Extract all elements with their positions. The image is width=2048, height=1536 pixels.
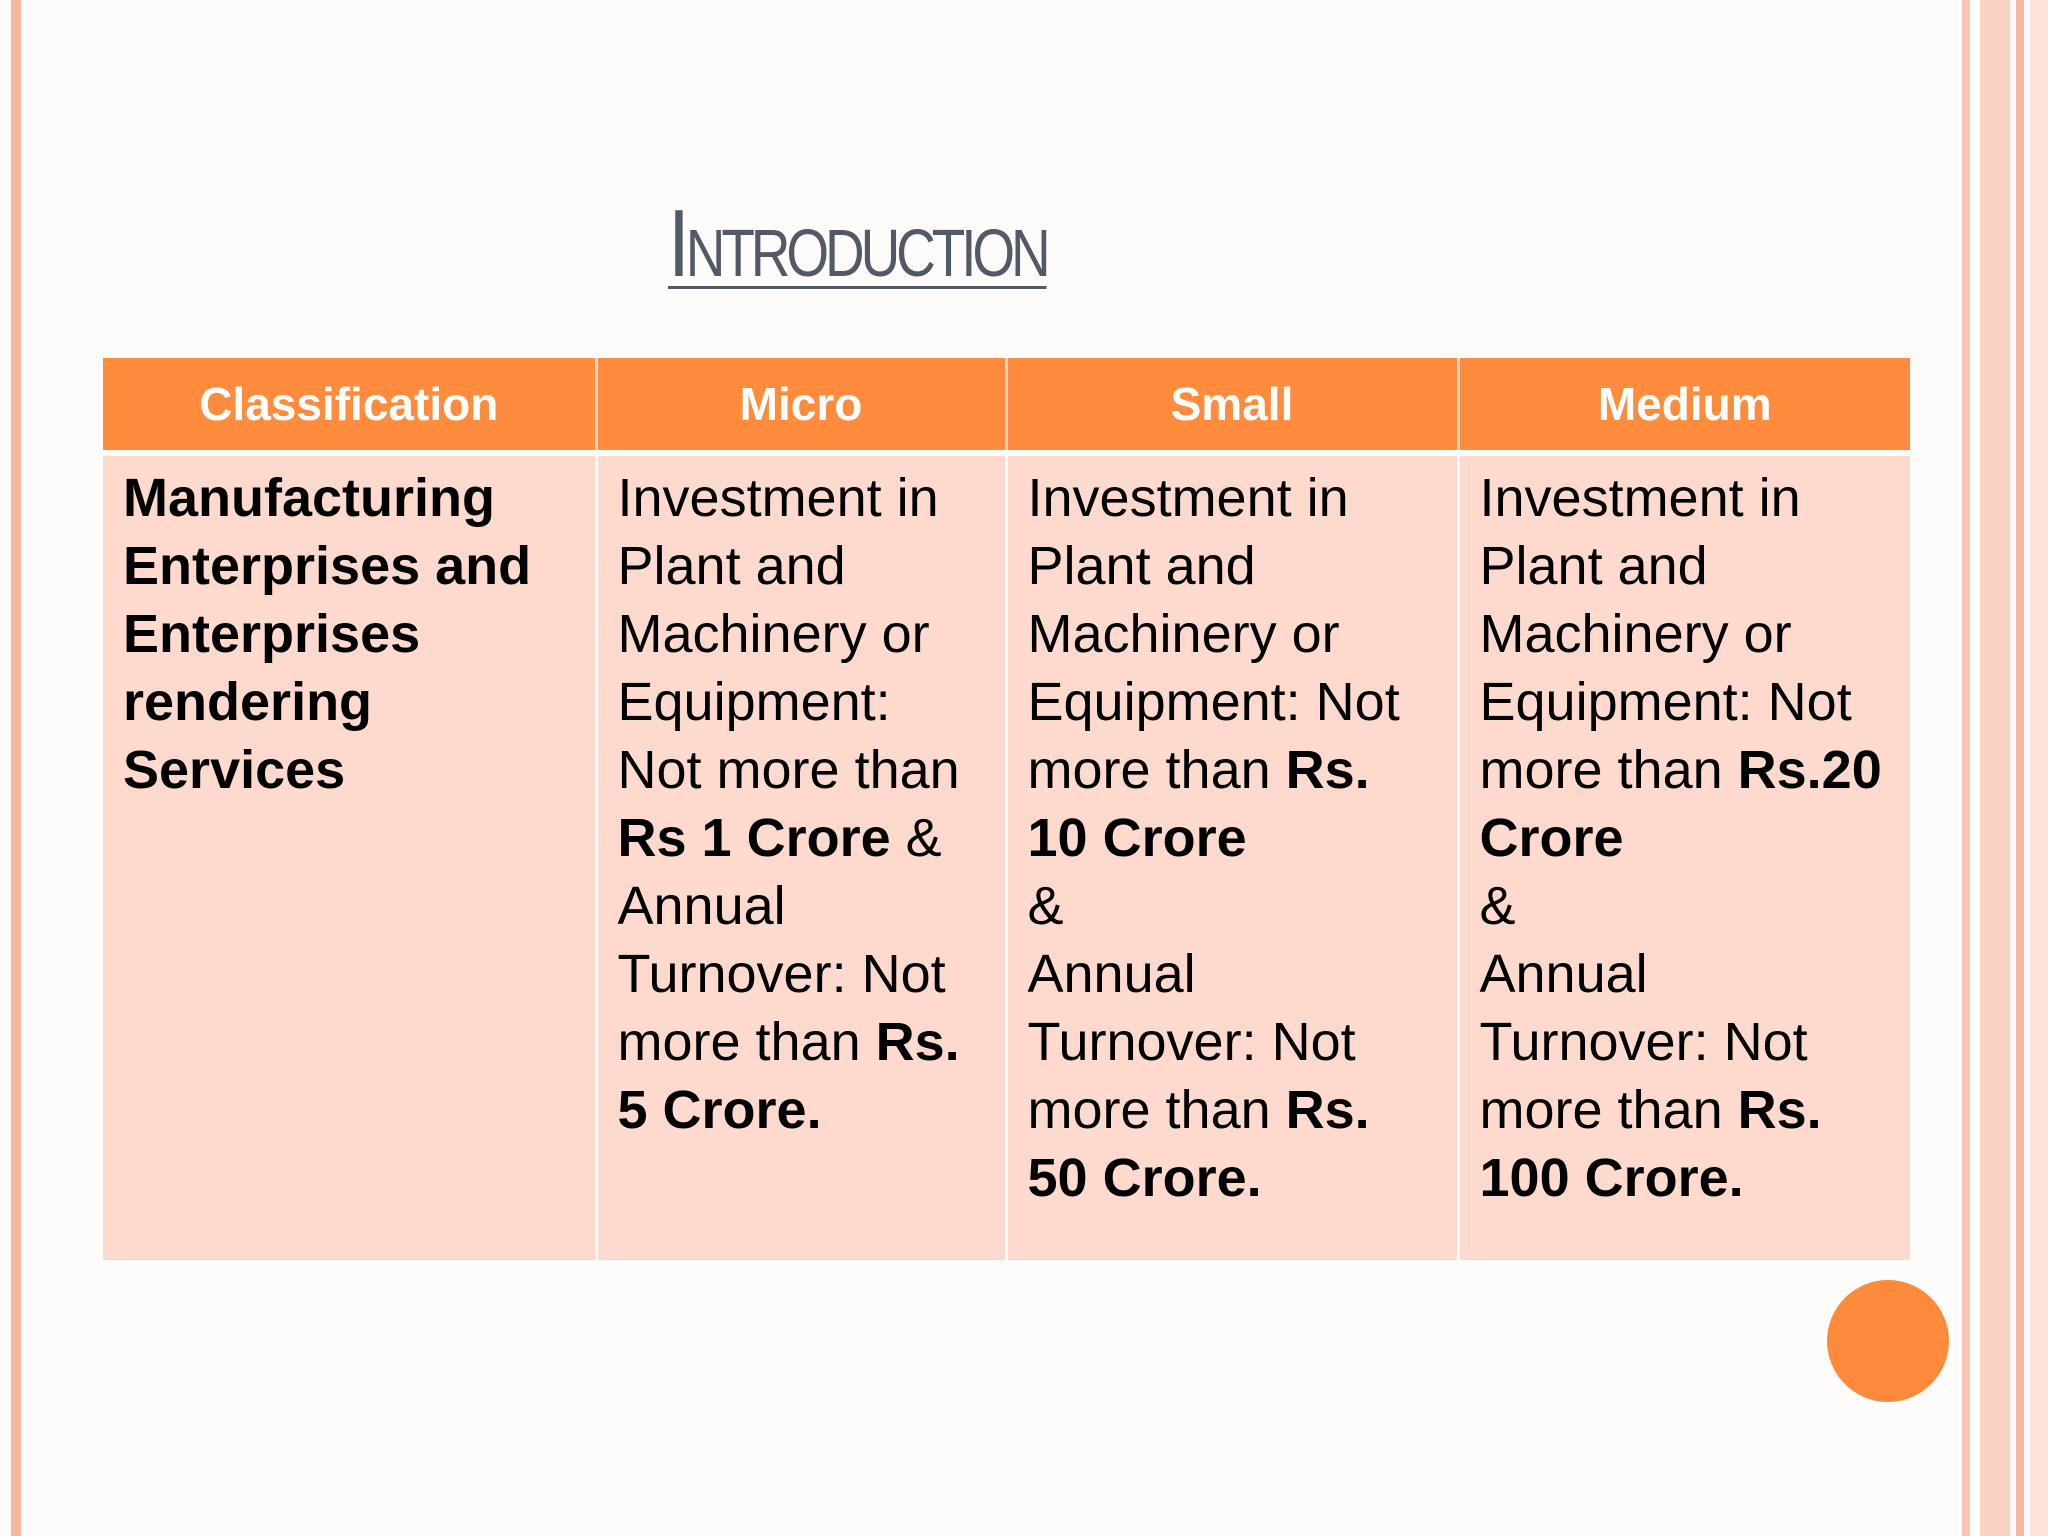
right-border-band xyxy=(2030,0,2048,1536)
header-medium: Medium xyxy=(1458,358,1910,453)
medium-criteria: Investment in Plant and Machinery or Equ… xyxy=(1480,464,1891,1212)
micro-turnover-text: Annual Turnover: Not more than xyxy=(617,876,946,1072)
table-row: Manufacturing Enterprises and Enterprise… xyxy=(103,453,1910,1260)
small-investment-text: Investment in Plant and Machinery or Equ… xyxy=(1027,468,1400,800)
micro-investment-text: Investment in Plant and Machinery or Equ… xyxy=(617,468,960,800)
small-turnover-limit: Rs. 50 Crore. xyxy=(1027,1080,1370,1208)
slide-title: Introduction xyxy=(668,190,1051,297)
medium-turnover-text: Annual Turnover: Not more than xyxy=(1479,944,1808,1140)
medium-connector: & xyxy=(1479,876,1516,936)
small-investment-limit: Rs. 10 Crore xyxy=(1027,740,1370,868)
micro-connector: & xyxy=(890,808,942,868)
cell-medium: Investment in Plant and Machinery or Equ… xyxy=(1458,453,1910,1260)
medium-investment-limit: Rs.20 Crore xyxy=(1479,740,1882,868)
right-border-stripe xyxy=(2016,0,2024,1536)
micro-turnover-limit: Rs. 5 Crore. xyxy=(617,1012,960,1140)
header-micro: Micro xyxy=(596,358,1008,453)
left-border-stripe xyxy=(11,0,21,1536)
cell-micro: Investment in Plant and Machinery or Equ… xyxy=(596,453,1008,1260)
right-border-stripe xyxy=(1962,0,1970,1536)
micro-criteria: Investment in Plant and Machinery or Equ… xyxy=(618,464,985,1144)
right-border-band xyxy=(1980,0,2010,1536)
cell-small: Investment in Plant and Machinery or Equ… xyxy=(1006,453,1460,1260)
medium-investment-text: Investment in Plant and Machinery or Equ… xyxy=(1479,468,1852,800)
small-turnover-text: Annual Turnover: Not more than xyxy=(1027,944,1356,1140)
micro-investment-limit: Rs 1 Crore xyxy=(617,808,891,868)
small-criteria: Investment in Plant and Machinery or Equ… xyxy=(1028,464,1437,1212)
msme-classification-table: Classification Micro Small Medium Manufa… xyxy=(103,358,1910,1260)
classification-label: Manufacturing Enterprises and Enterprise… xyxy=(123,468,532,800)
table-header-row: Classification Micro Small Medium xyxy=(103,358,1910,453)
medium-turnover-limit: Rs. 100 Crore. xyxy=(1479,1080,1822,1208)
small-connector: & xyxy=(1027,876,1064,936)
cell-classification: Manufacturing Enterprises and Enterprise… xyxy=(103,453,598,1260)
header-small: Small xyxy=(1006,358,1460,453)
decorative-circle xyxy=(1827,1280,1949,1402)
header-classification: Classification xyxy=(103,358,598,453)
